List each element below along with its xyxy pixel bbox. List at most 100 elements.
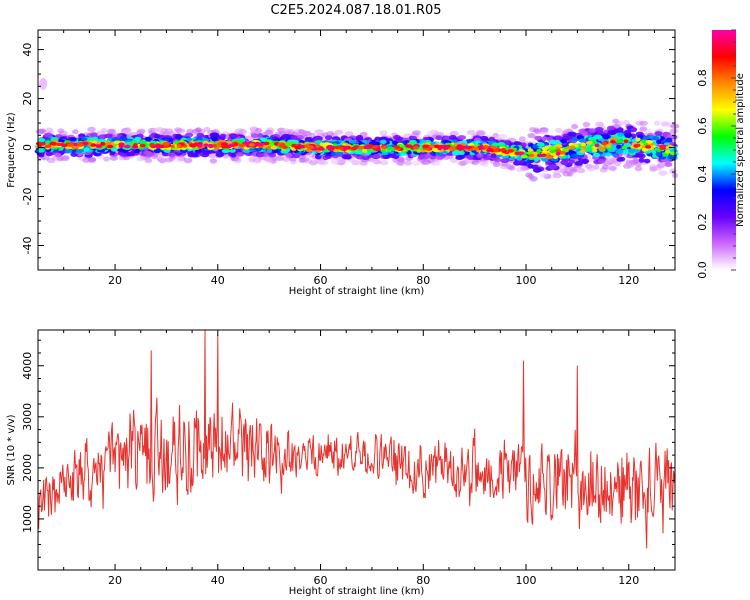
spectrogram-cell bbox=[87, 157, 96, 163]
spectrogram-cell bbox=[508, 165, 516, 171]
spectrogram-cell bbox=[183, 158, 193, 164]
spectrogram-cell bbox=[196, 132, 204, 138]
snr-frame bbox=[37, 329, 676, 571]
spectrogram-cell bbox=[300, 144, 306, 149]
spectrogram-cell bbox=[134, 148, 140, 153]
spectrogram-cell bbox=[588, 128, 596, 134]
spectrogram-cell bbox=[578, 128, 586, 134]
spectrogram-cell bbox=[254, 141, 260, 146]
spectrogram-cell bbox=[568, 159, 575, 164]
spectrogram-cell bbox=[164, 157, 174, 163]
spectrogram-cell bbox=[87, 126, 96, 132]
y-tick-label: 1000 bbox=[21, 505, 34, 533]
spectrogram-cell bbox=[605, 152, 612, 157]
spectrogram-cell bbox=[529, 176, 538, 182]
spectrogram-cell bbox=[492, 148, 500, 153]
spectrogram-cell bbox=[586, 147, 593, 152]
spectrogram-cell bbox=[462, 159, 470, 165]
x-tick-label: 20 bbox=[108, 574, 122, 587]
spectrogram-cell bbox=[560, 138, 568, 144]
snr-series-line bbox=[37, 329, 676, 549]
spectrogram-cell bbox=[548, 164, 557, 170]
spectrogram-cell bbox=[255, 127, 263, 134]
spectrogram-cell bbox=[256, 152, 265, 158]
spectrogram-cell bbox=[100, 142, 106, 146]
spectrogram-cell bbox=[615, 139, 624, 144]
spectrogram-cell bbox=[186, 128, 195, 134]
x-tick-label: 60 bbox=[314, 274, 328, 287]
spectrogram-cell bbox=[669, 168, 677, 174]
spectrogram-cell bbox=[103, 156, 110, 162]
spectrogram-cell bbox=[457, 135, 467, 140]
spectrogram-cell bbox=[457, 147, 464, 151]
spectrogram-cell bbox=[597, 159, 605, 164]
spectrogram-cell bbox=[372, 153, 381, 159]
spectrogram-cell bbox=[664, 162, 673, 167]
spectrogram-cell bbox=[582, 121, 591, 128]
spectrogram-cell bbox=[669, 151, 677, 156]
spectrogram-cell bbox=[60, 155, 70, 162]
spectrogram-cell bbox=[635, 137, 641, 142]
spectrogram-cell bbox=[541, 136, 548, 142]
spectrogram-cell bbox=[314, 129, 324, 135]
spectrogram-cell bbox=[274, 155, 284, 161]
spectrogram-cell bbox=[109, 155, 118, 161]
spectrogram-cell bbox=[393, 145, 400, 149]
spectrogram-cell bbox=[123, 144, 131, 149]
spectrogram-cell bbox=[37, 138, 46, 143]
spectrogram-cell bbox=[429, 144, 435, 148]
spectrogram-cell bbox=[184, 132, 194, 138]
spectrogram-cell bbox=[233, 142, 239, 146]
spectrogram-cell bbox=[82, 157, 90, 163]
spectrogram-cell bbox=[72, 129, 79, 135]
spectrogram-cell bbox=[500, 147, 506, 152]
spectrogram-cell bbox=[555, 151, 561, 156]
spectrogram-cell bbox=[488, 148, 494, 152]
spectrogram-cell bbox=[335, 151, 344, 156]
spectrogram-cell bbox=[399, 151, 407, 156]
spectrogram-cell bbox=[104, 133, 113, 139]
spectrogram-cell bbox=[466, 139, 472, 144]
spectrogram-cell bbox=[137, 128, 146, 134]
spectrogram-cell bbox=[516, 156, 523, 161]
spectrogram-cell bbox=[390, 147, 396, 152]
spectrogram-cell bbox=[208, 144, 214, 149]
spectrogram-cell bbox=[382, 145, 387, 150]
spectrogram-cell bbox=[548, 146, 557, 150]
spectrogram-cell bbox=[632, 158, 639, 164]
spectrogram-cell bbox=[518, 136, 526, 142]
spectrogram-cell bbox=[222, 153, 230, 159]
spectrogram-cell bbox=[162, 141, 170, 146]
spectrogram-cell bbox=[497, 133, 507, 139]
spectrogram-cell bbox=[326, 145, 334, 149]
spectrogram-cell bbox=[370, 157, 377, 163]
spectrogram-cell bbox=[448, 135, 457, 140]
colorbar-tick-label: 0.4 bbox=[696, 165, 709, 183]
spectrogram-cell bbox=[466, 145, 472, 150]
spectrogram-cell bbox=[670, 128, 677, 134]
spectrogram-cell bbox=[655, 152, 662, 157]
spectrogram-cell bbox=[318, 147, 325, 151]
spectrogram-cell bbox=[404, 160, 412, 166]
spectrogram-cell bbox=[594, 143, 600, 148]
spectrogram-cell bbox=[75, 148, 85, 153]
spectrogram-cell bbox=[552, 173, 562, 179]
spectrogram-cell bbox=[652, 136, 660, 141]
spectrogram-cell bbox=[634, 166, 643, 172]
spectrogram-cell bbox=[645, 145, 652, 149]
spectrogram-cell bbox=[601, 141, 608, 146]
spectrogram-cell bbox=[380, 139, 387, 144]
spectrogram-cell bbox=[211, 137, 219, 142]
spectrogram-cell bbox=[483, 145, 489, 149]
spectrogram-cell bbox=[139, 140, 146, 145]
spectrogram-cell bbox=[520, 142, 527, 148]
spectrogram-cell bbox=[209, 132, 218, 138]
spectrogram-cell bbox=[533, 128, 541, 135]
spectrogram-cell bbox=[539, 172, 548, 178]
spectrogram-cell bbox=[585, 141, 593, 145]
spectrogram-cell bbox=[576, 135, 584, 140]
spectrogram-cell bbox=[36, 148, 45, 153]
spectrogram-cell bbox=[356, 135, 364, 141]
spectrogram-cell bbox=[119, 152, 129, 157]
spectrogram-cell bbox=[554, 127, 563, 133]
